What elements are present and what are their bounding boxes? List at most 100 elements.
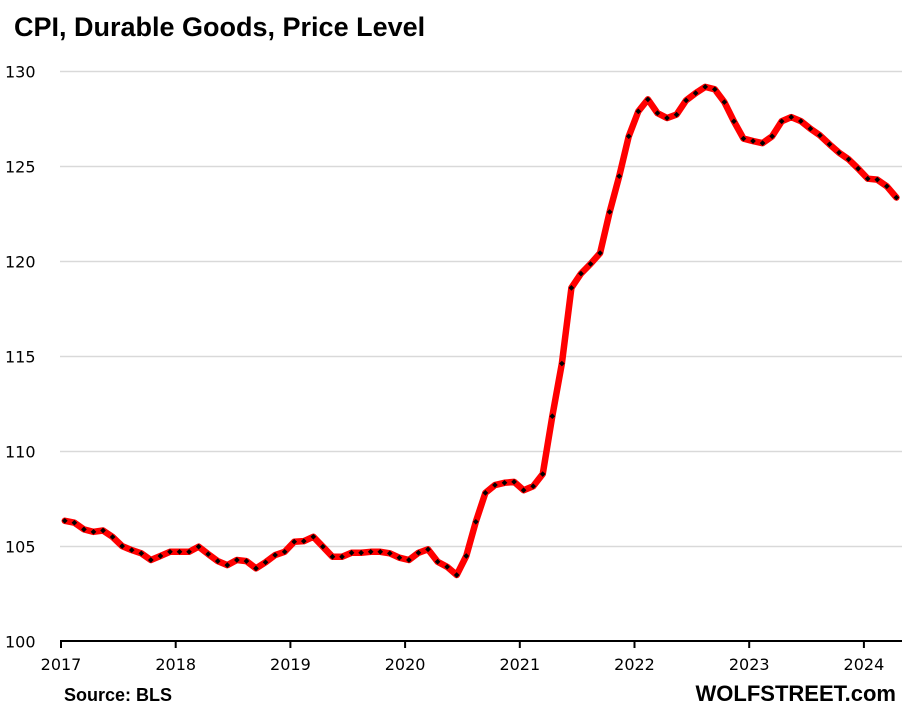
- y-tick-label: 105: [5, 538, 36, 557]
- data-point: [884, 183, 890, 190]
- data-point: [128, 547, 135, 553]
- data-point: [539, 471, 546, 477]
- wolfstreet-brand: WOLFSTREET.com: [696, 681, 896, 706]
- y-tick-label: 130: [5, 63, 36, 82]
- data-point: [559, 360, 565, 367]
- data-point: [291, 538, 298, 545]
- series-line: [61, 83, 900, 579]
- data-point: [109, 534, 116, 540]
- data-point: [396, 554, 403, 561]
- data-point: [406, 557, 412, 563]
- data-point: [100, 527, 106, 534]
- data-point: [320, 543, 326, 550]
- data-point: [807, 125, 814, 132]
- data-point: [625, 133, 632, 140]
- data-point: [778, 118, 785, 125]
- data-point: [759, 140, 766, 146]
- data-point: [645, 96, 651, 103]
- data-point: [253, 565, 259, 572]
- data-point: [348, 549, 355, 556]
- data-point: [664, 115, 670, 121]
- data-point: [453, 572, 460, 578]
- y-tick-label: 100: [5, 633, 36, 652]
- data-point: [549, 413, 556, 420]
- data-point: [358, 549, 364, 556]
- y-tick-label: 115: [5, 348, 36, 367]
- data-point: [874, 176, 881, 183]
- data-point: [463, 553, 470, 559]
- data-point: [81, 526, 87, 533]
- x-tick-label: 2019: [270, 655, 311, 674]
- x-tick-label: 2020: [385, 655, 426, 674]
- data-point: [148, 557, 154, 563]
- data-point: [864, 175, 871, 182]
- data-point: [692, 90, 699, 96]
- data-point: [711, 86, 718, 93]
- x-tick-label: 2022: [614, 655, 655, 674]
- data-point: [90, 529, 97, 535]
- data-point: [740, 135, 747, 142]
- data-point: [243, 558, 250, 564]
- data-point: [587, 261, 594, 267]
- data-point: [167, 548, 173, 555]
- data-point: [224, 562, 231, 568]
- data-point: [817, 132, 823, 139]
- data-point: [157, 553, 164, 559]
- data-point: [797, 118, 804, 124]
- data-point: [492, 482, 498, 488]
- data-point: [578, 270, 584, 277]
- data-point: [310, 533, 317, 540]
- y-tick-label: 120: [5, 253, 36, 272]
- data-point: [597, 250, 603, 256]
- y-axis-tick-labels: 100 105 110 115 120 125 130: [5, 63, 36, 652]
- data-point: [769, 133, 775, 140]
- data-point: [473, 518, 479, 525]
- data-point: [836, 149, 842, 156]
- data-point: [673, 111, 680, 118]
- data-point: [300, 538, 307, 544]
- data-point: [683, 97, 689, 104]
- data-point: [262, 559, 269, 566]
- data-point: [731, 118, 737, 125]
- data-point: [702, 84, 709, 90]
- data-point: [138, 550, 145, 557]
- data-point: [635, 108, 642, 115]
- x-tick-label: 2021: [499, 655, 540, 674]
- data-point: [186, 548, 192, 555]
- data-point: [568, 285, 575, 291]
- data-point: [119, 543, 125, 549]
- data-point: [826, 141, 833, 148]
- data-point: [788, 114, 795, 120]
- data-point: [530, 483, 537, 490]
- source-label: Source: BLS: [64, 685, 172, 705]
- data-point: [61, 517, 68, 524]
- data-point: [377, 548, 384, 555]
- x-tick-label: 2024: [844, 655, 885, 674]
- data-point: [214, 558, 221, 564]
- y-tick-label: 125: [5, 158, 36, 177]
- data-point: [195, 543, 202, 550]
- data-point: [444, 564, 450, 570]
- data-point: [425, 546, 431, 553]
- data-point: [511, 479, 517, 485]
- data-point: [482, 490, 489, 496]
- gridlines: [60, 70, 902, 548]
- data-point: [750, 138, 756, 144]
- chart-title: CPI, Durable Goods, Price Level: [14, 12, 425, 42]
- data-point: [520, 487, 527, 494]
- data-point: [501, 479, 508, 486]
- x-tick-label: 2023: [729, 655, 770, 674]
- data-point: [616, 173, 623, 180]
- data-point: [434, 558, 441, 565]
- data-point: [721, 99, 728, 105]
- data-point: [272, 552, 278, 558]
- data-point: [845, 156, 852, 163]
- x-tick-label: 2018: [155, 655, 196, 674]
- data-point: [339, 553, 345, 560]
- y-tick-label: 110: [5, 443, 36, 462]
- data-point: [415, 549, 422, 556]
- data-point: [855, 165, 861, 172]
- data-point: [606, 209, 613, 215]
- data-point: [386, 550, 393, 557]
- data-point: [281, 548, 288, 555]
